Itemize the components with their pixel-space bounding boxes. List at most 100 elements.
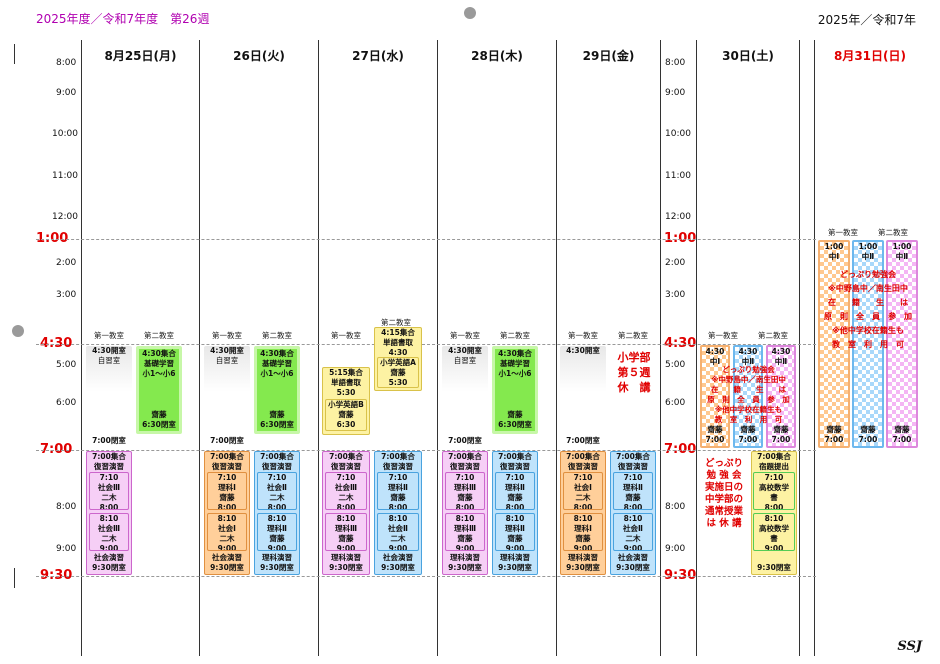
- slot-text: 8:10 理科Ⅱ 齋藤 9:00: [267, 514, 287, 551]
- block-bottom: 理科演習 9:30閉室: [448, 553, 482, 572]
- class-slot: 8:10 社会Ⅱ 二木 9:00: [377, 513, 419, 551]
- block-top: 7:00集合 復習演習: [616, 452, 650, 471]
- block-top: 7:00集合 復習演習: [260, 452, 294, 471]
- slot-text: 7:10 理科Ⅱ 齋藤 8:00: [388, 473, 408, 510]
- self-study-label: 自習室: [453, 356, 477, 365]
- high-school-block: 7:00集合 宿題提出 7:10 高校数学 書 8:00 8:10 高校数学 書…: [751, 451, 797, 575]
- class-slot: 8:10 理科Ⅰ 齋藤 9:00: [563, 513, 603, 551]
- class-slot: 8:10 理科Ⅱ 齋藤 9:00: [495, 513, 535, 551]
- self-study-label: 自習室: [215, 356, 239, 365]
- intensive-study-block: 4:30 中Ⅱ 齋藤 7:00: [766, 345, 796, 448]
- class-slot: 小学英語A 齋藤 5:30: [377, 357, 419, 388]
- class-slot: 7:10 社会Ⅱ 二木 8:00: [257, 472, 297, 510]
- day-header-thu: 28日(木): [471, 49, 523, 63]
- time-line-930: [36, 576, 816, 577]
- slot-text: 7:10 社会Ⅲ 二木 8:00: [97, 473, 121, 510]
- time-tick: 2:00: [56, 258, 77, 268]
- block-teacher: 齋藤 7:00: [705, 425, 725, 444]
- time-tick: 5:00: [665, 360, 686, 370]
- block-bottom: 社会演習 9:30閉室: [381, 553, 415, 572]
- class-slot: 8:10 理科Ⅲ 齋藤 9:00: [325, 513, 367, 551]
- slot-text: 8:10 理科Ⅰ 齋藤 9:00: [573, 514, 593, 551]
- column-divider: [696, 40, 697, 656]
- footer-mark: SSJ: [897, 639, 922, 654]
- day-header-sun: 8月31日(日): [833, 49, 907, 63]
- block-top: 7:00集合 復習演習: [566, 452, 600, 471]
- day-header-wed: 27日(水): [352, 49, 404, 63]
- binder-hole: [464, 7, 476, 19]
- fiscal-week-title: 2025年度／令和7年度 第26週: [36, 12, 210, 26]
- review-block: 7:00集合 復習演習 7:10 理科Ⅱ 齋藤 8:00 8:10 理科Ⅱ 齋藤…: [492, 451, 538, 575]
- block-top: 7:00集合 復習演習: [448, 452, 482, 471]
- slot-text: 7:10 社会Ⅲ 二木 8:00: [334, 473, 358, 510]
- block-teacher: 齋藤 7:00: [824, 425, 844, 444]
- time-tick: 5:00: [56, 360, 77, 370]
- slot-text: 7:10 社会Ⅱ 二木 8:00: [267, 473, 287, 510]
- slot-text: 8:10 理科Ⅲ 齋藤 9:00: [334, 514, 358, 551]
- review-block: 7:00集合 復習演習 7:10 理科Ⅱ 齋藤 8:00 8:10 社会Ⅱ 二木…: [610, 451, 656, 575]
- day-header-mon: 8月25日(月): [104, 49, 177, 63]
- room-label: 第一教室: [450, 331, 480, 340]
- close-time: 7:00閉室: [566, 436, 600, 445]
- block-head: 4:30 中Ⅱ: [771, 347, 791, 366]
- block-head: 1:00 中Ⅱ: [892, 242, 912, 261]
- column-divider: [814, 40, 815, 656]
- intensive-study-block: 4:30 中Ⅱ 齋藤 7:00: [733, 345, 763, 448]
- open-time: 4:30開室: [210, 346, 244, 355]
- english-block: 5:15集合 単語書取 5:30 小学英語B 齋藤 6:30: [322, 367, 370, 435]
- class-slot: 7:10 理科Ⅱ 齋藤 8:00: [495, 472, 535, 510]
- english-block: 4:15集合 単語書取 4:30 小学英語A 齋藤 5:30: [374, 327, 422, 391]
- basic-study-block: 4:30集合 基礎学習 小1〜小6 齋藤 6:30閉室: [254, 346, 300, 434]
- calendar-year-title: 2025年／令和7年: [817, 13, 916, 27]
- class-slot: 7:10 社会Ⅲ 二木 8:00: [325, 472, 367, 510]
- column-divider: [437, 40, 438, 656]
- regular-class-closed-note: どっぷり 勉 強 会 実施日の 中学部の 通常授業 は 休 講: [704, 458, 743, 529]
- time-major: 9:30: [664, 568, 697, 583]
- slot-text: 7:10 理科Ⅱ 齋藤 8:00: [505, 473, 525, 510]
- block-teacher: 齋藤 7:00: [858, 425, 878, 444]
- block-text: 4:30集合 基礎学習 小1〜小6: [498, 349, 532, 378]
- time-major: 4:30: [40, 336, 73, 351]
- class-slot: 8:10 社会Ⅱ 二木 9:00: [613, 513, 653, 551]
- slot-text: 8:10 理科Ⅱ 齋藤 9:00: [505, 514, 525, 551]
- time-major: 9:30: [40, 568, 73, 583]
- class-slot: 7:10 社会Ⅰ 二木 8:00: [563, 472, 603, 510]
- block-teacher: 齋藤 6:30閉室: [142, 410, 176, 429]
- intensive-study-block: 1:00 中Ⅰ 齋藤 7:00: [818, 240, 850, 448]
- close-time: 7:00閉室: [210, 436, 244, 445]
- block-teacher: 齋藤 7:00: [771, 425, 791, 444]
- time-line-1pm: [36, 239, 816, 240]
- column-divider: [318, 40, 319, 656]
- time-tick: 6:00: [56, 398, 77, 408]
- slot-text: 8:10 社会Ⅱ 二木 9:00: [623, 514, 643, 551]
- room-label: 第一教室: [331, 331, 361, 340]
- room-label: 第二教室: [618, 331, 648, 340]
- time-major: 7:00: [40, 442, 73, 457]
- block-bottom: 理科演習 9:30閉室: [498, 553, 532, 572]
- slot-text: 8:10 社会Ⅰ 二木 9:00: [217, 514, 237, 551]
- slot-text: 7:10 理科Ⅲ 齋藤 8:00: [453, 473, 477, 510]
- slot-text: 8:10 理科Ⅲ 齋藤 9:00: [453, 514, 477, 551]
- block-bottom: 社会演習 9:30閉室: [616, 553, 650, 572]
- time-tick: 8:00: [56, 58, 77, 68]
- block-teacher: 齋藤 6:30閉室: [260, 410, 294, 429]
- review-block: 7:00集合 復習演習 7:10 社会Ⅱ 二木 8:00 8:10 理科Ⅱ 齋藤…: [254, 451, 300, 575]
- time-line-7pm: [36, 450, 816, 451]
- block-bottom: 理科演習 9:30閉室: [260, 553, 294, 572]
- class-slot: 8:10 社会Ⅲ 二木 9:00: [89, 513, 129, 551]
- intensive-study-block: 1:00 中Ⅱ 齋藤 7:00: [852, 240, 884, 448]
- self-study-block: 4:30開室 自習室 7:00閉室: [442, 346, 488, 448]
- class-slot: 8:10 社会Ⅰ 二木 9:00: [207, 513, 247, 551]
- block-bottom: 理科演習 9:30閉室: [566, 553, 600, 572]
- review-block: 7:00集合 復習演習 7:10 理科Ⅲ 齋藤 8:00 8:10 理科Ⅲ 齋藤…: [442, 451, 488, 575]
- class-slot: 7:10 高校数学 書 8:00: [753, 472, 795, 510]
- block-text: 5:15集合 単語書取 5:30: [329, 368, 363, 397]
- day-header-fri: 29日(金): [582, 49, 635, 63]
- room-label: 第二教室: [144, 331, 174, 340]
- block-top: 7:00集合 復習演習: [210, 452, 244, 471]
- column-divider: [556, 40, 557, 656]
- open-time: 4:30開室: [566, 346, 600, 355]
- block-text: 4:30集合 基礎学習 小1〜小6: [260, 349, 294, 378]
- time-line-430: [36, 344, 816, 345]
- room-label: 第二教室: [262, 331, 292, 340]
